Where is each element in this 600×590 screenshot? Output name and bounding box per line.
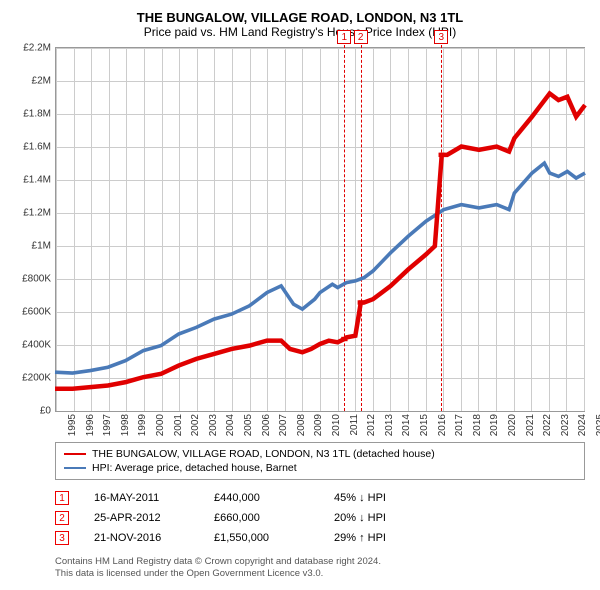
legend-label: HPI: Average price, detached house, Barn… (92, 462, 297, 474)
x-axis-label: 2005 (243, 414, 254, 436)
event-date: 25-APR-2012 (94, 512, 214, 524)
y-axis-label: £1.6M (23, 142, 51, 153)
x-axis-label: 1997 (102, 414, 113, 436)
event-row: 2 25-APR-2012£660,00020% ↓ HPI (55, 508, 585, 528)
sale-point-icon (341, 337, 347, 341)
x-axis-label: 2012 (366, 414, 377, 436)
sale-point-icon (358, 300, 364, 304)
legend: THE BUNGALOW, VILLAGE ROAD, LONDON, N3 1… (55, 442, 585, 480)
chart-area: £0£200K£400K£600K£800K£1M£1.2M£1.4M£1.6M… (55, 47, 585, 412)
event-price: £1,550,000 (214, 532, 334, 544)
chart-subtitle: Price paid vs. HM Land Registry's House … (15, 25, 585, 39)
x-axis-label: 2001 (173, 414, 184, 436)
x-axis-label: 2020 (507, 414, 518, 436)
x-axis-label: 2018 (472, 414, 483, 436)
x-axis-label: 2017 (454, 414, 465, 436)
x-axis-label: 2024 (578, 414, 589, 436)
x-axis-label: 2007 (278, 414, 289, 436)
y-axis-label: £600K (22, 307, 51, 318)
event-delta: 29% ↑ HPI (334, 532, 386, 544)
x-axis-label: 2008 (296, 414, 307, 436)
y-axis-label: £1.4M (23, 175, 51, 186)
event-row: 3 21-NOV-2016£1,550,00029% ↑ HPI (55, 528, 585, 548)
x-axis-label: 1995 (67, 414, 78, 436)
x-axis-label: 2013 (384, 414, 395, 436)
y-axis-label: £2.2M (23, 43, 51, 54)
event-date: 16-MAY-2011 (94, 492, 214, 504)
x-axis-label: 2025 (595, 414, 600, 436)
event-delta: 45% ↓ HPI (334, 492, 386, 504)
event-price: £440,000 (214, 492, 334, 504)
legend-swatch-icon (64, 467, 86, 469)
series-line (55, 163, 585, 373)
event-marker-box: 3 (434, 30, 448, 44)
x-axis-label: 1999 (138, 414, 149, 436)
legend-item: HPI: Average price, detached house, Barn… (64, 461, 576, 475)
x-axis-label: 2021 (525, 414, 536, 436)
plot-svg (55, 47, 585, 412)
x-axis-label: 2014 (402, 414, 413, 436)
x-axis-label: 1998 (120, 414, 131, 436)
event-id-box: 1 (55, 491, 69, 505)
y-axis-label: £800K (22, 274, 51, 285)
legend-swatch-icon (64, 453, 86, 455)
y-axis-label: £0 (40, 406, 51, 417)
y-axis-label: £1.8M (23, 109, 51, 120)
x-axis-label: 2006 (261, 414, 272, 436)
event-row: 1 16-MAY-2011£440,00045% ↓ HPI (55, 488, 585, 508)
event-price: £660,000 (214, 512, 334, 524)
event-id-box: 3 (55, 531, 69, 545)
x-axis-label: 2009 (314, 414, 325, 436)
y-axis-label: £1.2M (23, 208, 51, 219)
x-axis-label: 2011 (348, 414, 359, 436)
legend-label: THE BUNGALOW, VILLAGE ROAD, LONDON, N3 1… (92, 448, 435, 460)
x-axis-label: 2016 (437, 414, 448, 436)
footer-attribution: Contains HM Land Registry data © Crown c… (55, 556, 585, 581)
y-axis-label: £2M (32, 76, 51, 87)
x-axis-label: 2015 (419, 414, 430, 436)
chart-title: THE BUNGALOW, VILLAGE ROAD, LONDON, N3 1… (15, 10, 585, 25)
x-axis-label: 2000 (155, 414, 166, 436)
event-delta: 20% ↓ HPI (334, 512, 386, 524)
x-axis-label: 2022 (542, 414, 553, 436)
x-axis-label: 2019 (490, 414, 501, 436)
event-id-box: 2 (55, 511, 69, 525)
series-line (55, 93, 585, 388)
event-table: 1 16-MAY-2011£440,00045% ↓ HPI 2 25-APR-201… (55, 488, 585, 548)
x-axis-label: 1996 (85, 414, 96, 436)
y-axis-label: £400K (22, 340, 51, 351)
y-axis-label: £1M (32, 241, 51, 252)
sale-point-icon (439, 153, 445, 157)
event-marker-box: 2 (354, 30, 368, 44)
footer-line1: Contains HM Land Registry data © Crown c… (55, 556, 585, 568)
x-axis-label: 2010 (331, 414, 342, 436)
event-marker-box: 1 (337, 30, 351, 44)
event-date: 21-NOV-2016 (94, 532, 214, 544)
x-axis-label: 2003 (208, 414, 219, 436)
x-axis-label: 2004 (226, 414, 237, 436)
x-axis-label: 2023 (560, 414, 571, 436)
x-axis-label: 2002 (190, 414, 201, 436)
legend-item: THE BUNGALOW, VILLAGE ROAD, LONDON, N3 1… (64, 447, 576, 461)
footer-line2: This data is licensed under the Open Gov… (55, 568, 585, 580)
y-axis-label: £200K (22, 373, 51, 384)
